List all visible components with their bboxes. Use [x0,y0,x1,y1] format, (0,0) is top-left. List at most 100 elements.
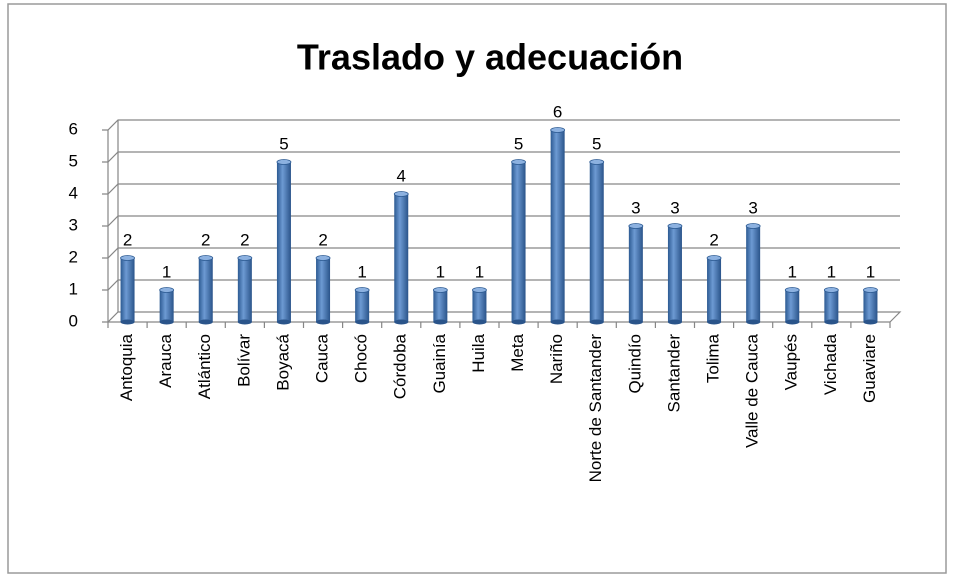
bar-base [472,319,487,325]
grid-line [102,311,902,323]
data-label: 4 [397,166,406,185]
bar-top [823,287,839,293]
x-tick-label: Santander [664,334,683,413]
data-label: 5 [592,134,601,153]
bar-top [667,223,683,229]
data-label: 3 [631,198,640,217]
data-label: 1 [162,262,171,281]
x-tick-label: Córdoba [391,333,410,399]
data-label: 1 [788,262,797,281]
y-tick-label: 4 [69,183,78,202]
bar-base [667,319,682,325]
data-label: 2 [201,230,210,249]
bar-top [354,287,370,293]
bar-base [863,319,878,325]
x-tick-label: Tolima [704,333,723,383]
data-label: 1 [436,262,445,281]
bar-top [511,159,526,165]
grid-line [102,151,900,163]
x-tick-label: Cauca [313,333,332,383]
y-tick-label: 2 [69,247,78,266]
x-tick-label: Vichada [821,333,840,395]
bar [198,258,213,322]
bar-base [550,319,565,325]
data-label: 2 [318,230,327,249]
grid-line [102,183,900,195]
bar-base [707,319,722,325]
data-label: 3 [748,198,757,217]
bar-base [746,319,761,325]
bar-base [316,319,331,325]
bar-base [433,319,448,325]
x-tick-label: Boyacá [273,333,292,390]
bar [394,194,409,322]
bar [433,290,448,322]
x-tick-label: Nariño [547,334,566,384]
data-label: 1 [827,262,836,281]
data-label: 5 [514,134,523,153]
data-label: 2 [240,230,249,249]
bar-top [198,255,214,261]
bar-top [784,287,800,293]
y-tick-label: 6 [69,119,78,138]
bar-top [745,223,761,229]
bar-top [120,255,135,261]
data-label: 1 [866,262,875,281]
bar-base [824,319,839,325]
bar-top [393,191,409,197]
bar-top [589,159,605,165]
bar-top [159,287,175,293]
bar [355,290,370,322]
bar [159,290,174,322]
data-label: 1 [357,262,366,281]
data-label: 6 [553,102,562,121]
data-label: 3 [670,198,679,217]
x-tick-label: Valle de Cauca [743,333,762,448]
bar-top [315,255,331,261]
bar [472,290,487,322]
bar [316,258,331,322]
x-tick-label: Arauca [156,333,175,387]
bar [511,162,526,322]
bar [120,258,135,322]
bar [863,290,878,322]
bar-base [511,319,526,325]
x-tick-label: Vaupés [782,334,801,390]
x-tick-label: Guainía [430,333,449,393]
x-tick-label: Guaviare [860,334,879,403]
bar [276,162,291,322]
bar-top [706,255,722,261]
data-label: 5 [279,134,288,153]
bar [589,162,604,322]
bar [628,226,643,322]
y-tick-label: 1 [69,279,78,298]
bar-base [237,319,252,325]
bar [707,258,722,322]
bar [824,290,839,322]
bar-base [198,319,213,325]
bar [746,226,761,322]
x-tick-label: Atlántico [195,334,214,399]
bar [667,226,682,322]
bar-base [589,319,604,325]
bar-base [276,319,291,325]
x-tick-label: Huila [469,333,488,372]
bar-top [432,287,448,293]
bar-top [550,127,566,133]
grid-line [102,215,900,227]
bar-top [276,159,292,165]
bar-base [159,319,174,325]
x-tick-label: Quindío [625,334,644,394]
data-label: 2 [709,230,718,249]
bar-base [394,319,409,325]
bar [550,130,565,322]
bar-base [628,319,643,325]
bar-top [628,223,644,229]
x-tick-label: Norte de Santander [586,334,605,483]
y-tick-label: 5 [69,151,78,170]
x-tick-label: Bolívar [234,334,253,387]
bar-top [237,255,253,261]
data-label: 1 [475,262,484,281]
data-label: 2 [123,230,132,249]
